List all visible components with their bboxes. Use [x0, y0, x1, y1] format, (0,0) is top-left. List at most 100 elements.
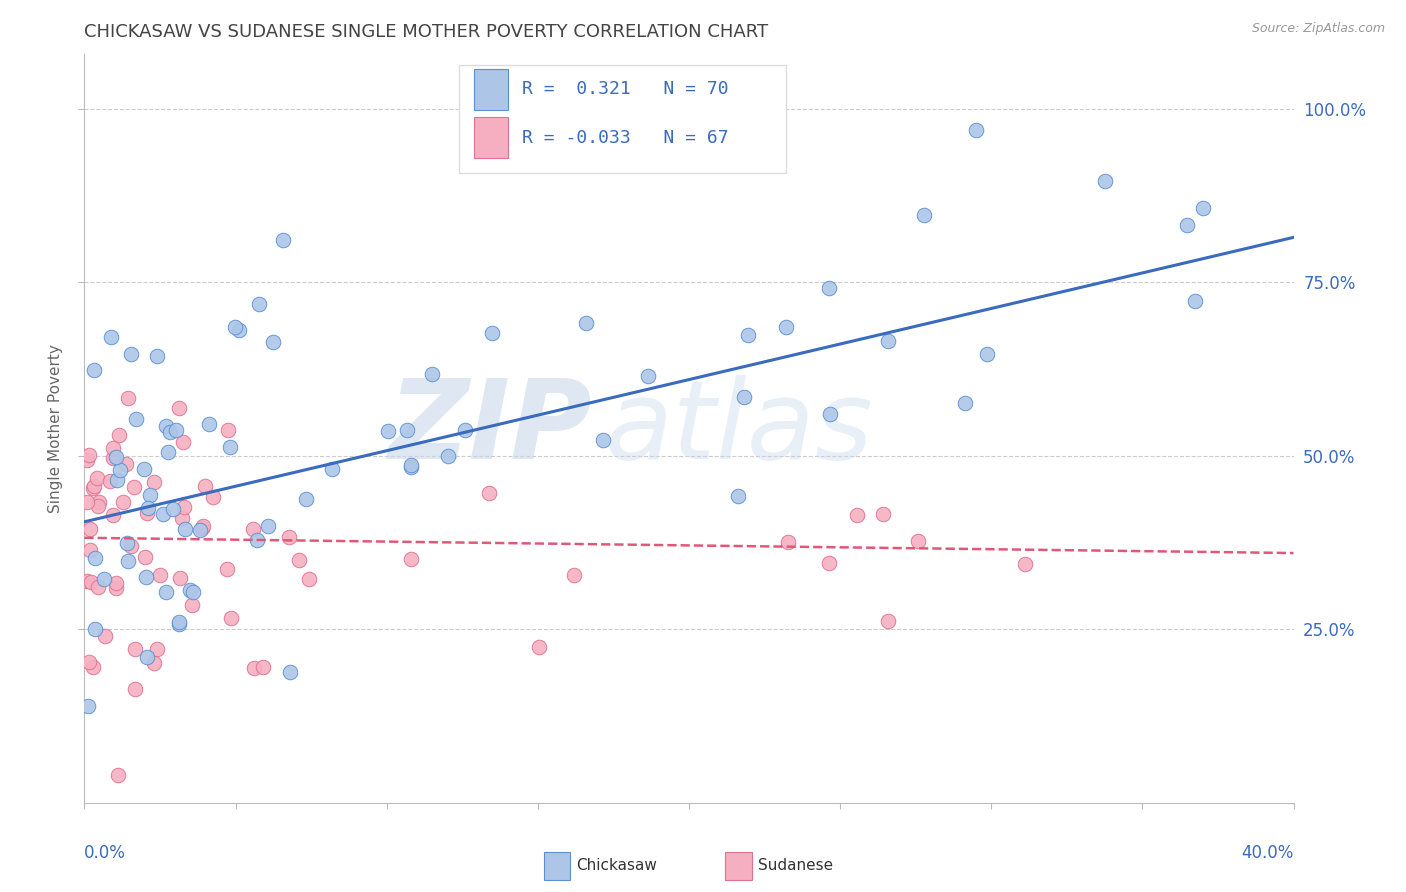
Point: [194, 479, 217, 493]
Text: Chickasaw: Chickasaw: [576, 858, 658, 873]
Point: [527, 640, 550, 654]
Point: [117, 553, 139, 567]
Point: [114, 457, 136, 471]
Point: [242, 522, 264, 536]
Point: [117, 391, 139, 405]
Point: [872, 507, 894, 521]
Point: [727, 490, 749, 504]
Point: [217, 424, 239, 438]
Point: [820, 407, 842, 421]
Point: [575, 316, 598, 330]
Point: [252, 660, 274, 674]
Point: [84, 550, 107, 565]
Point: [191, 521, 214, 535]
FancyBboxPatch shape: [474, 69, 508, 110]
Point: [105, 473, 128, 487]
Point: [149, 568, 172, 582]
Point: [83, 622, 105, 636]
Point: [481, 326, 503, 340]
Point: [277, 530, 299, 544]
Point: [221, 611, 243, 625]
Point: [437, 449, 460, 463]
Point: [159, 425, 181, 439]
Point: [907, 534, 929, 549]
Point: [170, 510, 193, 524]
Point: [103, 442, 125, 456]
Point: [124, 641, 146, 656]
Point: [174, 522, 197, 536]
Point: [155, 419, 177, 434]
Point: [120, 539, 142, 553]
Point: [295, 492, 318, 507]
Point: [76, 494, 98, 508]
Point: [82, 481, 104, 495]
Point: [454, 423, 477, 437]
Point: [224, 320, 246, 334]
Point: [156, 444, 179, 458]
Point: [775, 320, 797, 334]
Point: [79, 522, 101, 536]
Point: [105, 581, 128, 595]
Point: [79, 448, 101, 462]
Point: [262, 335, 284, 350]
Point: [179, 582, 201, 597]
Point: [107, 428, 129, 442]
Point: [953, 396, 976, 410]
Point: [876, 614, 898, 628]
Point: [776, 535, 799, 549]
Point: [399, 552, 422, 566]
Point: [79, 542, 101, 557]
Point: [198, 417, 221, 432]
Point: [87, 580, 110, 594]
Point: [135, 506, 157, 520]
Point: [1175, 218, 1198, 232]
Text: ZIP: ZIP: [388, 375, 592, 482]
Point: [1184, 294, 1206, 309]
Point: [82, 659, 104, 673]
Point: [169, 571, 191, 585]
Point: [288, 553, 311, 567]
Text: CHICKASAW VS SUDANESE SINGLE MOTHER POVERTY CORRELATION CHART: CHICKASAW VS SUDANESE SINGLE MOTHER POVE…: [84, 23, 769, 41]
Point: [202, 491, 225, 505]
Point: [120, 347, 142, 361]
Point: [181, 585, 204, 599]
Point: [162, 502, 184, 516]
Point: [246, 533, 269, 548]
Point: [395, 423, 418, 437]
Point: [321, 462, 343, 476]
Point: [115, 536, 138, 550]
Point: [1014, 557, 1036, 571]
Point: [101, 508, 124, 522]
Point: [93, 572, 115, 586]
Point: [76, 699, 98, 714]
Point: [478, 485, 501, 500]
Point: [167, 616, 190, 631]
Point: [1094, 174, 1116, 188]
Point: [155, 585, 177, 599]
Point: [83, 479, 105, 493]
Point: [167, 401, 190, 415]
Point: [112, 495, 135, 509]
Y-axis label: Single Mother Poverty: Single Mother Poverty: [48, 343, 63, 513]
Point: [89, 495, 111, 509]
Point: [399, 458, 422, 473]
Point: [912, 207, 935, 221]
Point: [83, 363, 105, 377]
FancyBboxPatch shape: [460, 65, 786, 173]
Point: [142, 475, 165, 489]
Text: Source: ZipAtlas.com: Source: ZipAtlas.com: [1251, 22, 1385, 36]
Text: R = -0.033   N = 67: R = -0.033 N = 67: [522, 128, 728, 147]
Point: [193, 518, 215, 533]
Point: [818, 281, 841, 295]
Point: [104, 450, 127, 465]
Point: [145, 641, 167, 656]
Text: Sudanese: Sudanese: [758, 858, 832, 873]
Point: [134, 550, 156, 565]
Point: [76, 453, 98, 467]
Point: [180, 598, 202, 612]
Point: [247, 297, 270, 311]
Point: [1192, 201, 1215, 215]
FancyBboxPatch shape: [725, 852, 752, 880]
Point: [132, 462, 155, 476]
Text: atlas: atlas: [605, 375, 873, 482]
